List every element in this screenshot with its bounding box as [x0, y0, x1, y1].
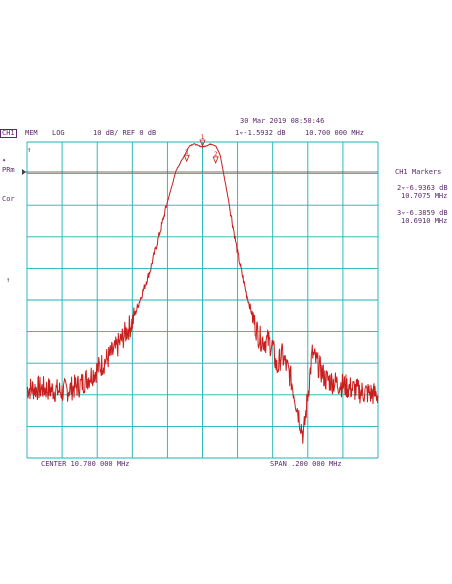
marker2-readout: 2▿-6.9363 dB — [397, 184, 448, 192]
marker1-frequency: 10.700 000 MHz — [305, 129, 365, 137]
marker3-readout: 3▿-6.3859 dB — [397, 209, 448, 217]
channel-indicator[interactable]: CH1 — [0, 129, 17, 138]
memory-label: MEM — [25, 129, 38, 137]
scale-label: 10 dB/ REF 0 dB — [93, 129, 157, 137]
marker-2-label: 2 — [214, 151, 218, 158]
grid — [26, 141, 379, 459]
prm-label: PRm — [2, 166, 15, 174]
side-arrow-icon: ↑ — [6, 276, 11, 284]
marker-3-label: 3 — [185, 149, 189, 156]
marker-2-icon[interactable] — [212, 156, 219, 164]
trace-line — [26, 143, 379, 444]
center-frequency: CENTER 10.700 000 MHz — [41, 460, 130, 468]
marker-3-icon[interactable] — [183, 154, 190, 163]
marker3-frequency: 10.6910 MHz — [401, 217, 448, 225]
marker2-frequency: 10.7075 MHz — [401, 192, 448, 200]
cor-label: Cor — [2, 195, 15, 203]
marker-1-label: 1 — [201, 134, 205, 141]
format-label: LOG — [52, 129, 65, 137]
span-frequency: SPAN .200 000 MHz — [270, 460, 342, 468]
markers: 1 2 3 — [183, 134, 219, 164]
marker1-readout: 1▿-1.5932 dB — [235, 129, 286, 137]
marker-1-icon[interactable] — [199, 139, 206, 148]
prm-dot-icon: ✦ — [2, 156, 7, 164]
reference-arrow-icon — [22, 169, 26, 175]
datetime: 30 Mar 2019 08:50:46 — [240, 117, 325, 125]
markers-panel-title: CH1 Markers — [395, 168, 442, 176]
top-arrow-icon: ↑ — [27, 146, 32, 154]
